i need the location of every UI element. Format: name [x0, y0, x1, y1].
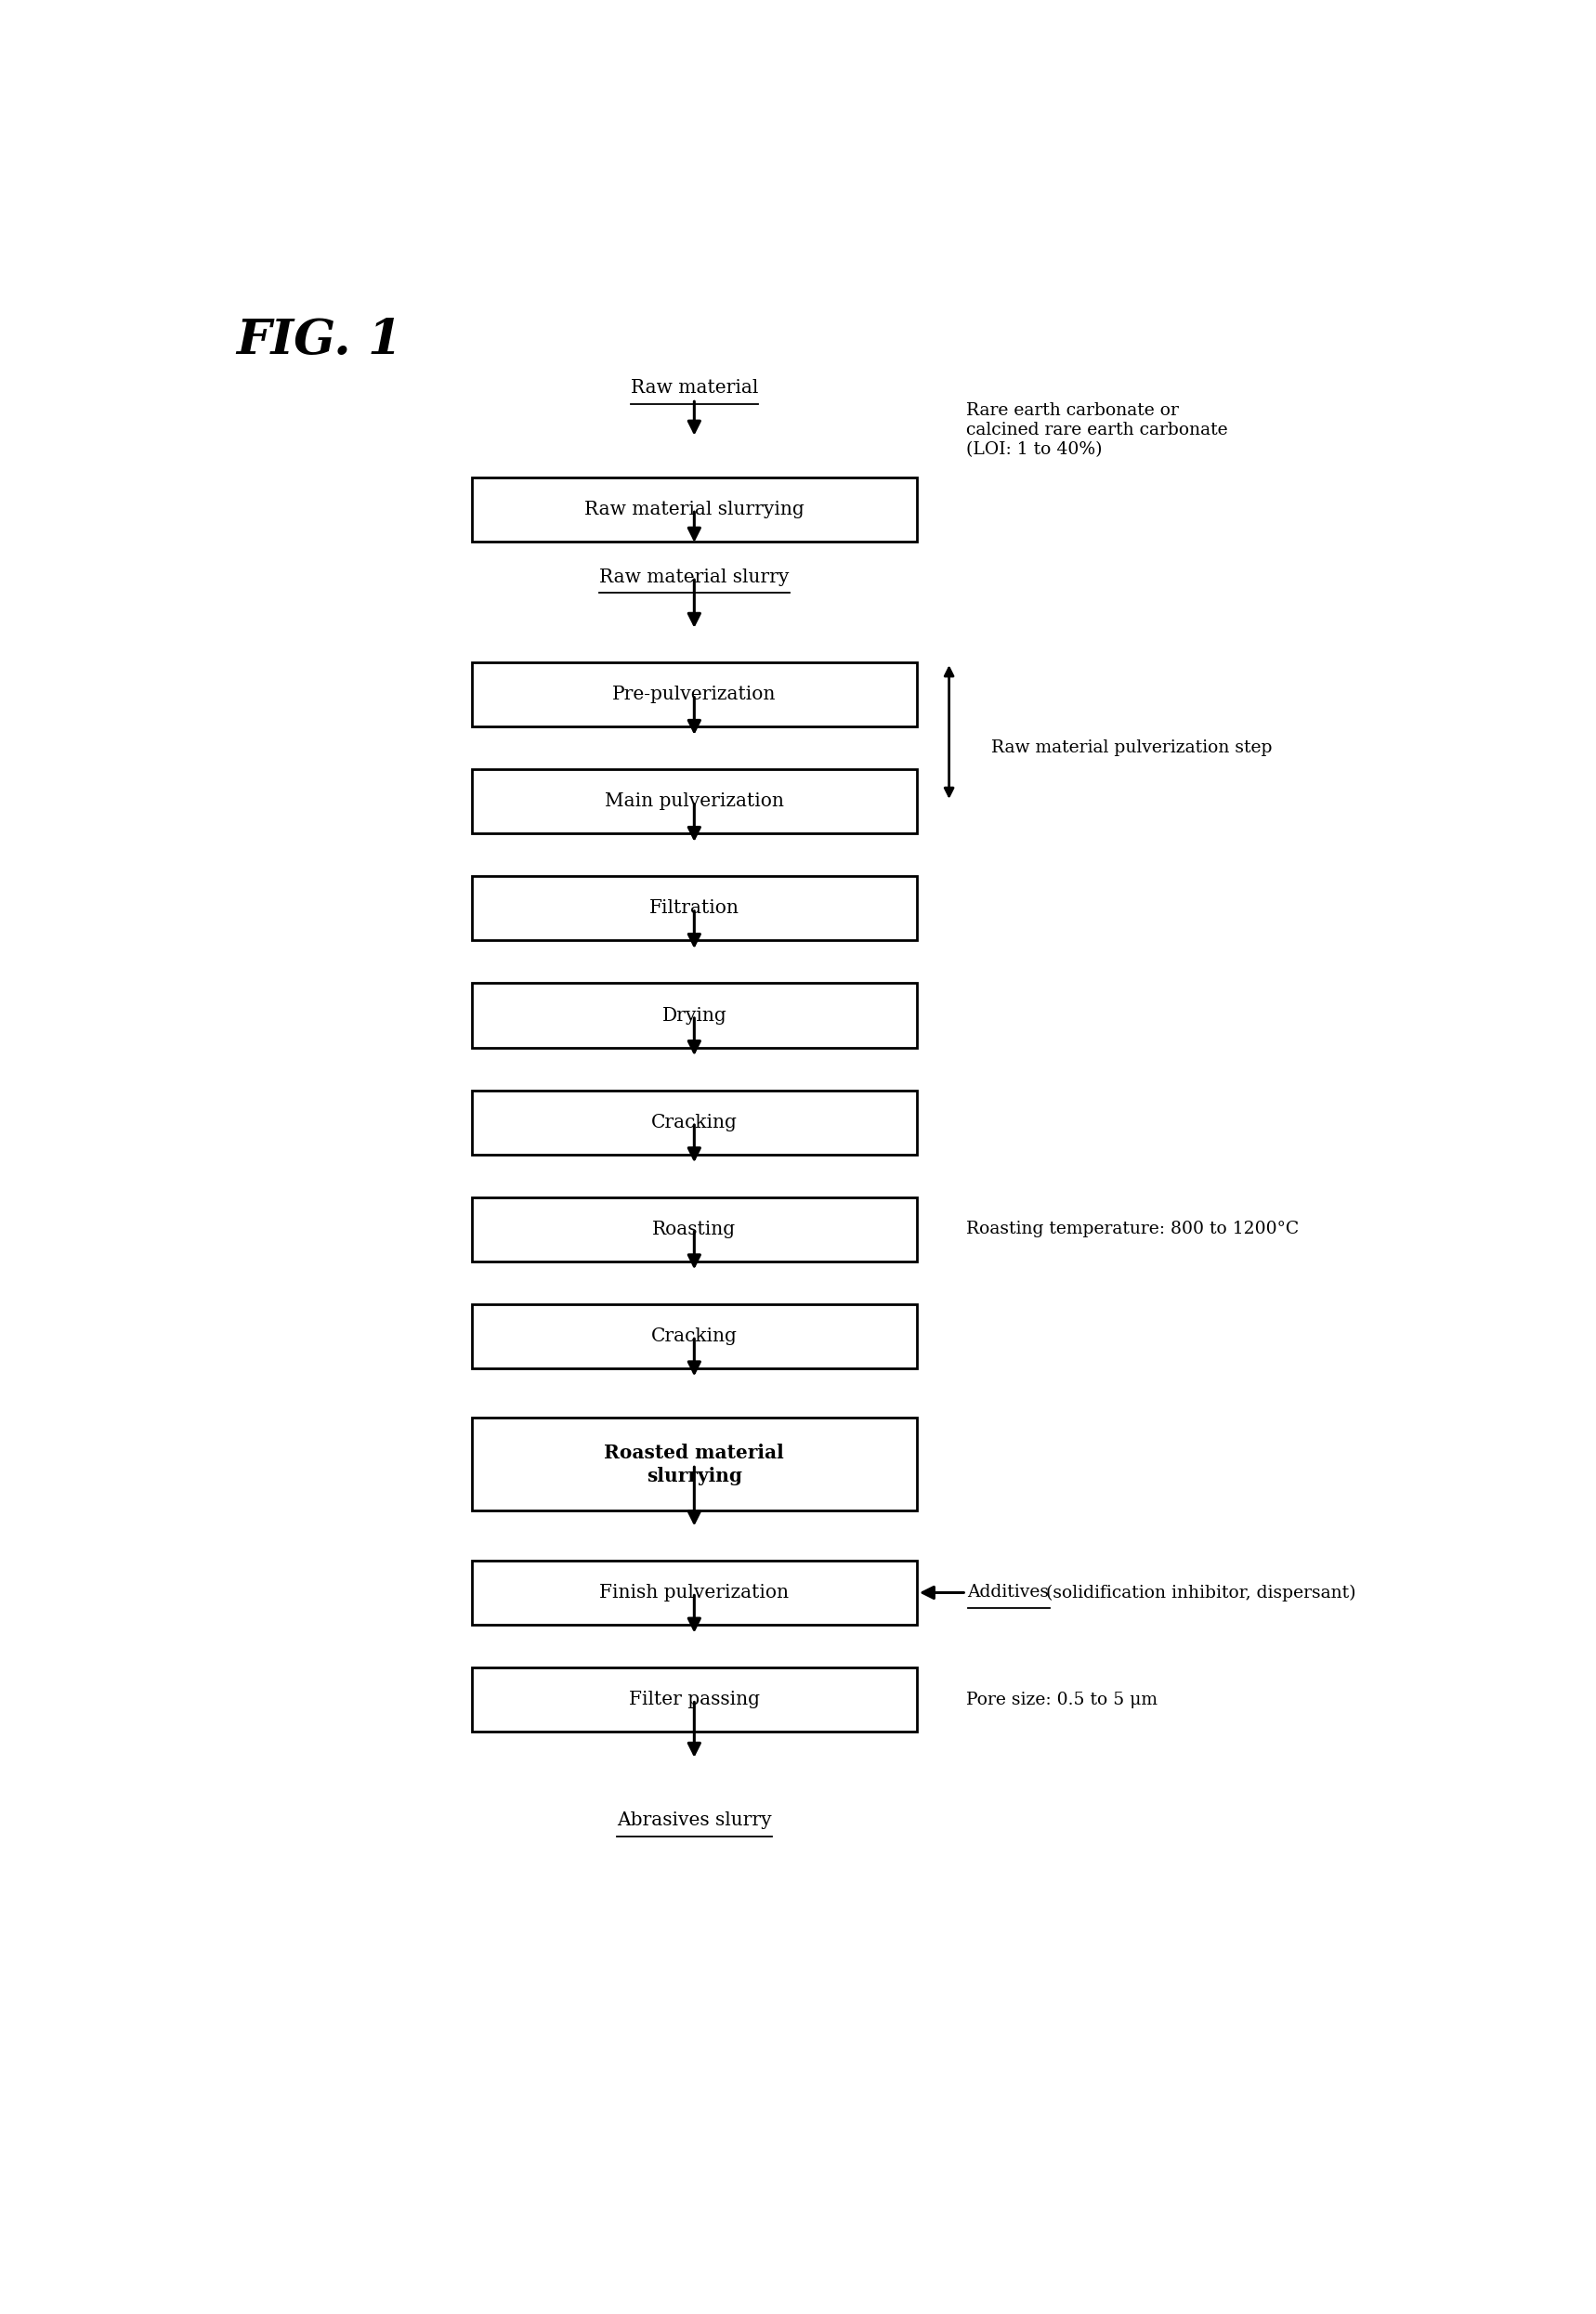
FancyBboxPatch shape	[472, 477, 916, 541]
Text: (solidification inhibitor, dispersant): (solidification inhibitor, dispersant)	[1041, 1585, 1357, 1601]
Text: Raw material slurry: Raw material slurry	[600, 569, 788, 585]
Text: Finish pulverization: Finish pulverization	[600, 1583, 788, 1601]
Text: Abrasives slurry: Abrasives slurry	[618, 1812, 771, 1830]
FancyBboxPatch shape	[472, 662, 916, 727]
FancyBboxPatch shape	[472, 1418, 916, 1511]
FancyBboxPatch shape	[472, 1668, 916, 1731]
Text: Rare earth carbonate or
calcined rare earth carbonate
(LOI: 1 to 40%): Rare earth carbonate or calcined rare ea…	[967, 403, 1227, 458]
Text: Drying: Drying	[662, 1007, 726, 1025]
Text: Roasted material
slurrying: Roasted material slurrying	[605, 1444, 784, 1486]
Text: Pre-pulverization: Pre-pulverization	[613, 685, 776, 703]
FancyBboxPatch shape	[472, 1196, 916, 1261]
Text: FIG. 1: FIG. 1	[236, 317, 402, 363]
Text: Cracking: Cracking	[651, 1113, 737, 1132]
FancyBboxPatch shape	[472, 1560, 916, 1624]
Text: Raw material slurrying: Raw material slurrying	[584, 500, 804, 518]
FancyBboxPatch shape	[472, 771, 916, 833]
Text: Pore size: 0.5 to 5 μm: Pore size: 0.5 to 5 μm	[967, 1692, 1157, 1708]
Text: Additives: Additives	[967, 1585, 1049, 1601]
Text: Filtration: Filtration	[650, 900, 739, 916]
Text: Cracking: Cracking	[651, 1328, 737, 1344]
Text: Roasting: Roasting	[653, 1219, 736, 1238]
FancyBboxPatch shape	[472, 1305, 916, 1368]
FancyBboxPatch shape	[472, 877, 916, 939]
Text: Filter passing: Filter passing	[629, 1692, 760, 1708]
Text: Raw material: Raw material	[630, 379, 758, 398]
Text: Roasting temperature: 800 to 1200°C: Roasting temperature: 800 to 1200°C	[967, 1222, 1299, 1238]
Text: Raw material pulverization step: Raw material pulverization step	[991, 740, 1272, 757]
FancyBboxPatch shape	[472, 1090, 916, 1155]
Text: Main pulverization: Main pulverization	[605, 794, 784, 810]
FancyBboxPatch shape	[472, 983, 916, 1048]
